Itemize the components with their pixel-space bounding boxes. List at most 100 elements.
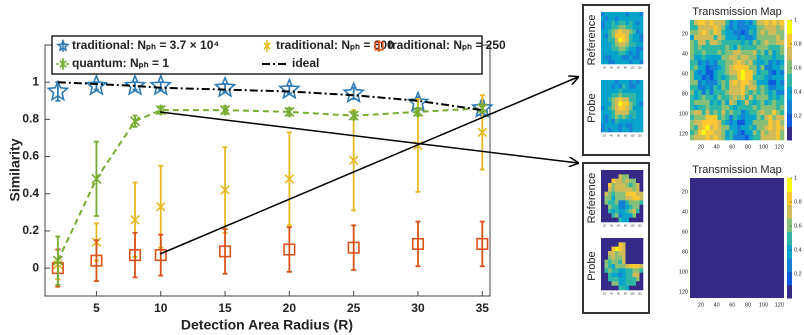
heatmap-cell bbox=[608, 110, 612, 115]
heatmap-cell bbox=[694, 90, 698, 95]
heatmap-cell bbox=[619, 218, 623, 223]
heatmap-cell bbox=[717, 75, 721, 80]
heatmap-cell bbox=[725, 65, 729, 70]
heatmap-cell bbox=[640, 196, 644, 201]
legend-label: quantum: Nₚₕ = 1 bbox=[72, 56, 169, 70]
heatmap-cell bbox=[706, 20, 710, 25]
x-tick-label: 30 bbox=[411, 301, 425, 315]
heatmap-cell bbox=[622, 183, 626, 188]
heatmap-cell bbox=[601, 260, 605, 265]
heatmap-cell bbox=[761, 40, 765, 45]
heatmap-cell bbox=[629, 200, 633, 205]
heatmap-cell bbox=[622, 12, 626, 17]
heatmap-cell bbox=[753, 50, 757, 55]
inset-heatmap bbox=[601, 12, 643, 64]
inset-label: Reference bbox=[586, 15, 598, 66]
heatmap-cell bbox=[721, 125, 725, 130]
heatmap-cell bbox=[725, 25, 729, 30]
map-title: Transmission Map bbox=[692, 6, 781, 18]
heatmap-cell bbox=[690, 80, 694, 85]
heatmap-cell bbox=[636, 84, 640, 89]
heatmap-cell bbox=[717, 20, 721, 25]
heatmap-cell bbox=[605, 102, 609, 107]
heatmap-cell bbox=[717, 25, 721, 30]
heatmap-cell bbox=[605, 174, 609, 179]
heatmap-cell bbox=[601, 12, 605, 17]
heatmap-cell bbox=[629, 238, 633, 243]
heatmap-cell bbox=[622, 170, 626, 175]
heatmap-cell bbox=[615, 60, 619, 65]
figure: Detection Area Radius (R) Similarity 00.… bbox=[0, 0, 804, 335]
heatmap-cell bbox=[601, 29, 605, 34]
heatmap-cell bbox=[633, 187, 637, 192]
heatmap-cell bbox=[629, 102, 633, 107]
heatmap-cell bbox=[757, 85, 761, 90]
heatmap-cell bbox=[615, 115, 619, 120]
heatmap-cell bbox=[622, 38, 626, 43]
heatmap-cell bbox=[633, 196, 637, 201]
heatmap-cell bbox=[694, 30, 698, 35]
heatmap-cell bbox=[615, 16, 619, 21]
heatmap-cell bbox=[749, 25, 753, 30]
heatmap-cell bbox=[640, 277, 644, 282]
error-bar bbox=[287, 227, 292, 272]
heatmap-cell bbox=[737, 80, 741, 85]
heatmap-cell bbox=[601, 55, 605, 60]
heatmap-cell bbox=[757, 40, 761, 45]
heatmap-cell bbox=[608, 238, 612, 243]
heatmap-cell bbox=[608, 200, 612, 205]
heatmap-cell bbox=[757, 65, 761, 70]
heatmap-cell bbox=[710, 70, 714, 75]
heatmap-cell bbox=[745, 45, 749, 50]
heatmap-cell bbox=[633, 84, 637, 89]
heatmap-cell bbox=[780, 80, 784, 85]
heatmap-cell bbox=[615, 255, 619, 260]
heatmap-cell bbox=[717, 130, 721, 135]
heatmap-cell bbox=[710, 85, 714, 90]
x-tick-label: 35 bbox=[476, 301, 490, 315]
heatmap-cell bbox=[757, 135, 761, 140]
heatmap-cell bbox=[629, 268, 633, 273]
heatmap-cell bbox=[636, 251, 640, 256]
heatmap-cell bbox=[745, 135, 749, 140]
heatmap-cell bbox=[749, 110, 753, 115]
heatmap-cell bbox=[633, 106, 637, 111]
heatmap-cell bbox=[640, 268, 644, 273]
heatmap-cell bbox=[733, 70, 737, 75]
heatmap-cell bbox=[615, 200, 619, 205]
map-x-tick-label: 100 bbox=[759, 302, 768, 308]
heatmap-cell bbox=[761, 75, 765, 80]
heatmap-cell bbox=[768, 25, 772, 30]
heatmap-cell bbox=[622, 42, 626, 47]
heatmap-cell bbox=[633, 238, 637, 243]
heatmap-cell bbox=[636, 21, 640, 26]
heatmap-cell bbox=[633, 29, 637, 34]
heatmap-cell bbox=[725, 35, 729, 40]
heatmap-cell bbox=[721, 130, 725, 135]
heatmap-cell bbox=[629, 209, 633, 214]
heatmap-cell bbox=[619, 106, 623, 111]
inset-heatmap bbox=[601, 238, 643, 290]
map-y-tick-label: 80 bbox=[682, 249, 688, 255]
heatmap-cell bbox=[737, 130, 741, 135]
heatmap-cell bbox=[626, 47, 630, 52]
heatmap-cell bbox=[745, 85, 749, 90]
heatmap-cell bbox=[633, 102, 637, 107]
heatmap-cell bbox=[690, 125, 694, 130]
x-axis-label: Detection Area Radius (R) bbox=[181, 317, 353, 333]
heatmap-cell bbox=[714, 75, 718, 80]
heatmap-cell bbox=[622, 123, 626, 128]
heatmap-cell bbox=[626, 42, 630, 47]
heatmap-cell bbox=[636, 110, 640, 115]
y-tick-label: 0.2 bbox=[22, 223, 39, 237]
heatmap-cell bbox=[776, 100, 780, 105]
colorbar-segment bbox=[787, 271, 792, 285]
heatmap-cell bbox=[636, 170, 640, 175]
heatmap-cell bbox=[745, 40, 749, 45]
heatmap-cell bbox=[721, 115, 725, 120]
x-tick-label: 25 bbox=[347, 301, 361, 315]
heatmap-cell bbox=[615, 209, 619, 214]
heatmap-cell bbox=[626, 170, 630, 175]
heatmap-cell bbox=[622, 110, 626, 115]
heatmap-cell bbox=[714, 95, 718, 100]
